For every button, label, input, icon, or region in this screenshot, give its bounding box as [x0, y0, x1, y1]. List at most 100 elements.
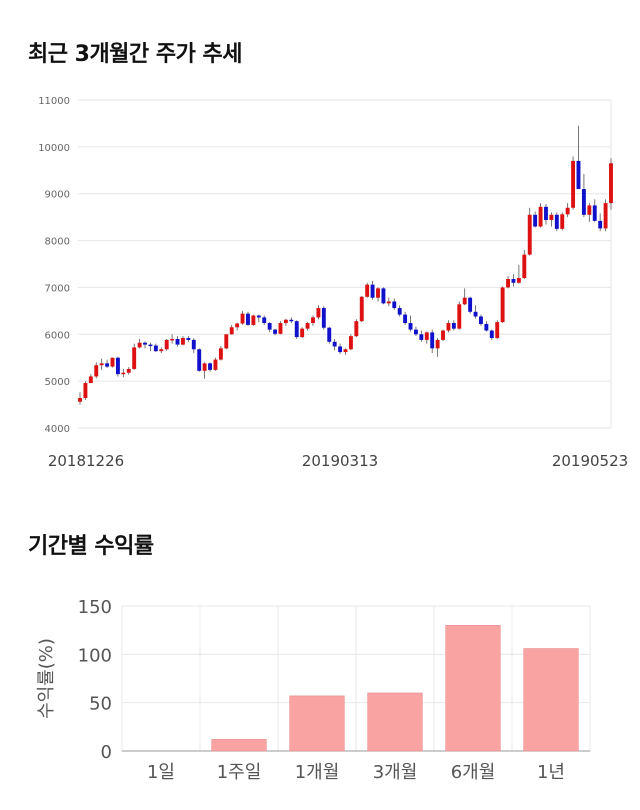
bar: [523, 648, 579, 752]
candle-down: [370, 284, 375, 298]
candle-down: [468, 297, 473, 312]
candle-down: [143, 342, 147, 345]
candle-up: [240, 313, 245, 324]
candle-down: [489, 330, 494, 339]
candle-down: [451, 323, 456, 329]
y-tick-label: 9000: [45, 190, 70, 201]
candle-up: [462, 297, 467, 305]
y-tick-label: 100: [78, 645, 112, 666]
candle-up: [441, 330, 445, 340]
y-tick-label: 4000: [45, 424, 70, 435]
candle-up: [538, 206, 543, 227]
candle-up: [126, 368, 131, 373]
candle-down: [208, 363, 212, 370]
candle-up: [251, 315, 256, 325]
x-category-label: 1주일: [217, 762, 262, 783]
x-category-label: 1일: [147, 762, 175, 783]
candle-up: [386, 301, 391, 304]
candle-up: [218, 348, 223, 360]
candle-up: [283, 319, 288, 324]
candle-up: [522, 254, 527, 279]
candle-down: [381, 288, 386, 304]
candle-up: [110, 357, 115, 367]
candle-down: [197, 349, 202, 371]
candle-down: [413, 329, 418, 335]
candle-down: [430, 332, 435, 349]
candle-down: [473, 311, 478, 317]
y-tick-label: 10000: [38, 143, 70, 154]
candle-up: [99, 363, 104, 366]
candle-down: [544, 206, 548, 220]
candle-up: [603, 203, 608, 229]
candle-up: [365, 284, 370, 297]
candle-down: [256, 315, 261, 318]
candle-down: [592, 205, 597, 221]
candle-up: [565, 207, 570, 215]
candle-down: [576, 160, 581, 190]
candle-down: [484, 323, 489, 331]
candle-down: [186, 338, 191, 340]
candle-up: [83, 383, 88, 399]
candle-up: [180, 338, 185, 345]
candle-up: [78, 398, 82, 402]
candle-down: [479, 316, 483, 324]
candle-up: [202, 363, 207, 371]
candle-down: [554, 214, 559, 229]
candle-up: [316, 308, 321, 318]
candle-up: [229, 327, 234, 335]
y-tick-label: 0: [101, 742, 112, 763]
candle-up: [354, 321, 359, 337]
candle-up: [446, 323, 451, 331]
candle-up: [495, 322, 500, 339]
candle-down: [408, 323, 413, 330]
x-tick-label: 20190313: [302, 452, 378, 470]
candle-up: [213, 359, 218, 370]
x-category-label: 3개월: [373, 762, 418, 783]
x-category-label: 6개월: [451, 762, 496, 783]
y-tick-label: 5000: [45, 377, 70, 388]
candle-down: [338, 346, 343, 353]
candle-down: [262, 317, 267, 324]
candle-down: [327, 327, 332, 342]
candle-down: [115, 357, 120, 375]
stock-candlestick-chart: 11000 10000 9000 8000 7000 6000 5000 4000 201812…: [38, 96, 628, 470]
candle-up: [549, 214, 554, 220]
candle-up: [457, 304, 462, 329]
candle-up: [587, 205, 592, 215]
candle-down: [511, 278, 516, 283]
y-tick-label: 8000: [45, 237, 70, 248]
candle-down: [148, 344, 153, 347]
candle-up: [359, 296, 364, 322]
candle-up: [348, 336, 353, 350]
y-tick-label: 50: [89, 694, 112, 715]
period-return-title: 기간별 수익률: [28, 534, 154, 559]
candle-up: [278, 323, 283, 334]
candle-down: [598, 220, 603, 229]
candle-up: [500, 287, 505, 323]
candle-up: [224, 334, 229, 349]
candle-down: [105, 363, 110, 367]
candle-up: [527, 214, 532, 255]
candle-down: [403, 314, 408, 324]
candle-up: [170, 338, 175, 341]
candle-down: [392, 301, 397, 309]
bar: [211, 739, 267, 752]
y-tick-label: 7000: [45, 283, 70, 294]
candle-down: [273, 329, 278, 334]
candle-down: [321, 308, 326, 328]
y-tick-label: 6000: [45, 330, 70, 341]
candle-down: [397, 308, 402, 315]
candle-up: [343, 349, 348, 353]
bar: [367, 692, 423, 752]
candle-up: [305, 323, 310, 329]
candle-down: [175, 338, 180, 345]
x-tick-label: 20181226: [48, 452, 124, 470]
candle-down: [533, 214, 538, 227]
candle-up: [159, 349, 164, 352]
candle-up: [164, 339, 169, 350]
candle-up: [609, 163, 613, 204]
candle-down: [246, 313, 250, 325]
candle-down: [332, 341, 337, 347]
bar: [289, 695, 345, 752]
candle-up: [88, 376, 93, 384]
